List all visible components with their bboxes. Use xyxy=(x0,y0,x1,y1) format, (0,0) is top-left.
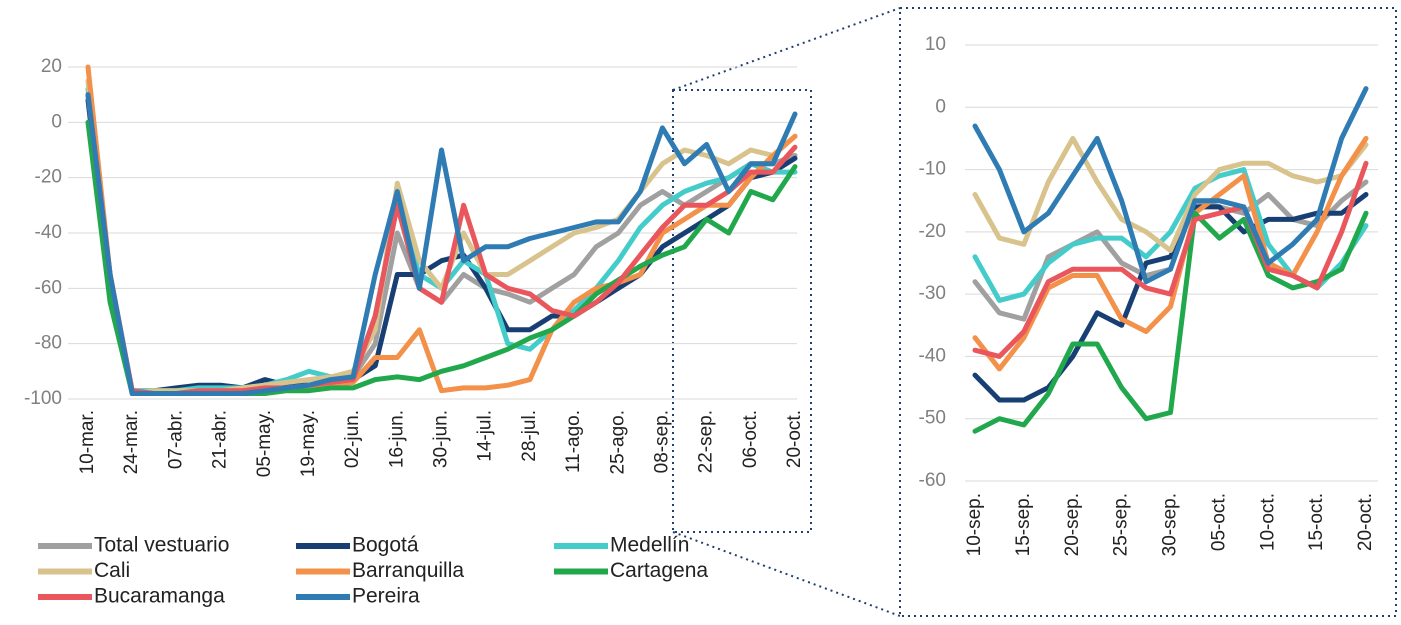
y-tick-label: 0 xyxy=(935,96,946,117)
y-tick-label: -20 xyxy=(35,167,62,188)
x-tick-label: 06-oct. xyxy=(740,410,761,468)
legend-label: Bucaramanga xyxy=(94,585,225,608)
series-line xyxy=(85,92,798,396)
x-tick-label: 11-ago. xyxy=(563,410,584,473)
y-tick-label: -40 xyxy=(35,222,62,243)
y-tick-label: -60 xyxy=(35,277,62,298)
x-tick-label: 20-sep. xyxy=(1062,493,1083,556)
series-line xyxy=(85,97,798,396)
series-line xyxy=(972,86,1369,285)
y-tick-label: 0 xyxy=(51,111,62,132)
x-tick-label: 10-mar. xyxy=(77,410,98,474)
x-tick-label: 10-oct. xyxy=(1257,493,1278,551)
zoom-frame xyxy=(672,7,1397,617)
x-tick-label: 30-jun. xyxy=(431,410,452,468)
x-tick-label: 14-jul. xyxy=(475,410,496,462)
y-tick-label: -40 xyxy=(919,345,946,366)
y-tick-label: -20 xyxy=(919,221,946,242)
x-tick-label: 10-sep. xyxy=(964,493,985,556)
series-line xyxy=(972,160,1369,359)
x-tick-label: 21-abr. xyxy=(210,410,231,469)
y-tick-label: -50 xyxy=(919,408,946,429)
x-tick-label: 22-sep. xyxy=(696,410,717,473)
legend-label: Bogotá xyxy=(352,534,419,557)
x-tick-label: 16-jun. xyxy=(386,410,407,468)
x-tick-label: 24-mar. xyxy=(121,410,142,474)
legend-label: Barranquilla xyxy=(352,559,464,582)
x-tick-label: 20-oct. xyxy=(784,410,805,468)
x-tick-label: 15-oct. xyxy=(1306,493,1327,551)
x-tick-label: 15-sep. xyxy=(1013,493,1034,556)
series-line xyxy=(972,135,1369,253)
x-tick-label: 25-ago. xyxy=(607,410,628,474)
y-tick-label: -30 xyxy=(919,283,946,304)
x-tick-label: 28-jul. xyxy=(519,410,540,462)
y-tick-label: 20 xyxy=(41,56,62,77)
y-tick-label: -10 xyxy=(919,159,946,180)
x-tick-label: 02-jun. xyxy=(342,410,363,468)
x-tick-label: 20-oct. xyxy=(1355,493,1376,551)
legend-label: Medellín xyxy=(610,534,689,557)
y-tick-label: -100 xyxy=(24,388,62,409)
legend-label: Cali xyxy=(94,559,130,582)
series-line xyxy=(85,92,798,396)
x-tick-label: 07-abr. xyxy=(165,410,186,469)
x-tick-label: 05-may. xyxy=(254,410,275,477)
x-tick-label: 08-sep. xyxy=(651,410,672,473)
x-tick-label: 30-sep. xyxy=(1160,493,1181,556)
y-tick-label: 10 xyxy=(925,34,946,55)
x-tick-label: 25-sep. xyxy=(1111,493,1132,556)
y-tick-label: -60 xyxy=(919,470,946,491)
series-line xyxy=(972,135,1369,372)
legend-label: Total vestuario xyxy=(94,534,229,557)
y-tick-label: -80 xyxy=(35,333,62,354)
x-tick-label: 19-may. xyxy=(298,410,319,477)
x-tick-label: 05-oct. xyxy=(1208,493,1229,551)
series-line xyxy=(972,210,1369,434)
series-line xyxy=(85,78,798,396)
legend-label: Pereira xyxy=(352,585,420,608)
legend-label: Cartagena xyxy=(610,559,708,582)
series-line xyxy=(972,192,1369,403)
